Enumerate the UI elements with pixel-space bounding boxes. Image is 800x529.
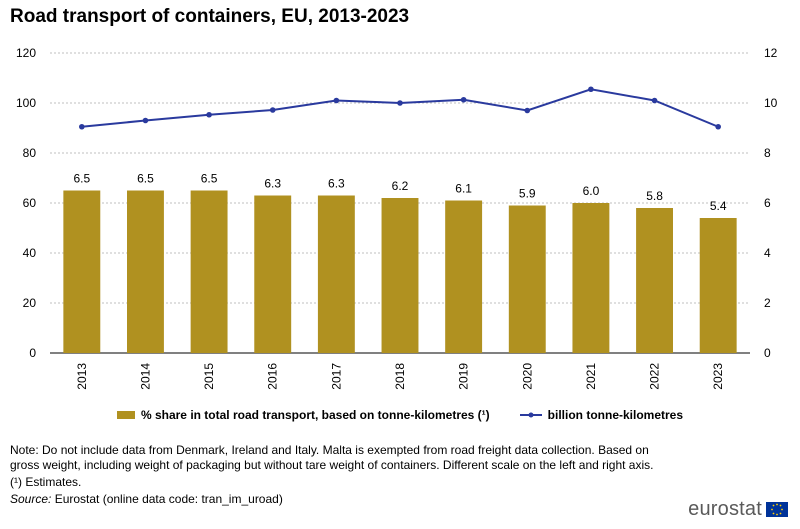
left-tick-label: 120 bbox=[16, 46, 36, 60]
x-tick-label: 2016 bbox=[266, 363, 280, 390]
legend: % share in total road transport, based o… bbox=[0, 408, 800, 422]
line-path bbox=[81, 88, 719, 128]
x-tick-label: 2019 bbox=[457, 363, 471, 390]
left-tick-label: 40 bbox=[23, 246, 37, 260]
bar bbox=[572, 203, 610, 353]
bar bbox=[381, 198, 419, 353]
source-label: Source: bbox=[10, 492, 52, 506]
chart-title: Road transport of containers, EU, 2013-2… bbox=[10, 6, 410, 27]
line-point bbox=[397, 100, 403, 106]
bar-data-label: 6.3 bbox=[328, 177, 345, 191]
bar bbox=[63, 190, 101, 353]
bar bbox=[699, 218, 737, 353]
bar-data-label: 6.5 bbox=[201, 172, 218, 186]
left-tick-label: 0 bbox=[29, 346, 36, 360]
bar-data-labels: 6.5 6.5 6.5 6.3 6.3 6.2 6.1 5.9 6.0 5.8 5.4 bbox=[73, 172, 726, 214]
note-text: Note: Do not include data from Denmark, … bbox=[10, 443, 654, 472]
eurostat-logo: eurostat bbox=[688, 498, 788, 521]
x-tick-label: 2021 bbox=[584, 363, 598, 390]
legend-item-tkm: billion tonne-kilometres bbox=[519, 408, 684, 422]
brand-text: eurostat bbox=[688, 498, 762, 520]
left-tick-label: 80 bbox=[23, 146, 37, 160]
legend-item-share: % share in total road transport, based o… bbox=[116, 408, 490, 422]
x-tick-label: 2017 bbox=[329, 363, 343, 390]
line-point bbox=[142, 117, 149, 124]
bar-data-label: 5.4 bbox=[710, 199, 727, 213]
line-point bbox=[206, 111, 212, 118]
line-point bbox=[651, 97, 658, 104]
source-line: Source: Eurostat (online data code: tran… bbox=[10, 492, 670, 507]
legend-label-share: % share in total road transport, based o… bbox=[140, 408, 490, 422]
bar-data-label: 6.5 bbox=[137, 172, 154, 186]
right-tick-label: 8 bbox=[764, 146, 771, 160]
bar-data-label: 6.5 bbox=[73, 172, 90, 186]
x-tick-label: 2013 bbox=[75, 363, 89, 390]
right-tick-label: 0 bbox=[764, 346, 771, 360]
left-axis-ticks: 0 20 40 60 80 100 120 bbox=[16, 46, 36, 360]
bar-data-label: 6.0 bbox=[583, 184, 600, 198]
bar bbox=[317, 195, 355, 353]
bar-data-label: 6.2 bbox=[392, 179, 409, 193]
right-axis-ticks: 0 2 4 6 8 10 12 bbox=[764, 46, 778, 360]
x-tick-label: 2018 bbox=[393, 363, 407, 390]
line-point bbox=[79, 123, 85, 130]
line-point bbox=[460, 96, 467, 103]
right-tick-label: 12 bbox=[764, 46, 778, 60]
legend-swatch-line bbox=[519, 412, 542, 418]
line-series bbox=[79, 86, 721, 130]
bar-series bbox=[63, 190, 737, 353]
x-tick-label: 2022 bbox=[648, 363, 662, 390]
estimates-note: (¹) Estimates. bbox=[10, 475, 82, 489]
bar bbox=[636, 208, 673, 353]
line-point bbox=[524, 107, 531, 114]
left-tick-label: 60 bbox=[23, 196, 37, 210]
bar-data-label: 5.8 bbox=[646, 189, 663, 203]
bar-data-label: 6.1 bbox=[455, 182, 472, 196]
chart-notes: Note: Do not include data from Denmark, … bbox=[10, 443, 670, 507]
bar bbox=[190, 190, 228, 353]
bar bbox=[445, 200, 483, 353]
x-tick-label: 2023 bbox=[711, 363, 725, 390]
bar-data-label: 5.9 bbox=[519, 187, 536, 201]
x-tick-label: 2015 bbox=[202, 363, 216, 390]
x-axis-ticks: 2013 2014 2015 2016 2017 2018 2019 2020 2021 2022… bbox=[75, 363, 725, 390]
source-text: Eurostat (online data code: tran_im_uroa… bbox=[51, 492, 283, 506]
bar bbox=[127, 190, 164, 353]
eu-flag-icon bbox=[766, 502, 788, 517]
x-tick-label: 2014 bbox=[138, 363, 152, 390]
right-tick-label: 6 bbox=[764, 196, 771, 210]
bar-data-label: 6.3 bbox=[264, 177, 281, 191]
left-tick-label: 100 bbox=[16, 96, 36, 110]
line-point bbox=[269, 107, 276, 113]
line-point bbox=[715, 123, 721, 130]
right-tick-label: 10 bbox=[764, 96, 778, 110]
line-point bbox=[333, 97, 340, 104]
legend-swatch-bar bbox=[116, 411, 135, 419]
right-tick-label: 4 bbox=[764, 246, 771, 260]
x-tick-label: 2020 bbox=[520, 363, 534, 390]
right-tick-label: 2 bbox=[764, 296, 771, 310]
line-point bbox=[588, 86, 594, 93]
legend-label-tkm: billion tonne-kilometres bbox=[547, 408, 684, 422]
left-tick-label: 20 bbox=[23, 296, 37, 310]
bar bbox=[254, 195, 292, 353]
bar bbox=[508, 205, 546, 353]
